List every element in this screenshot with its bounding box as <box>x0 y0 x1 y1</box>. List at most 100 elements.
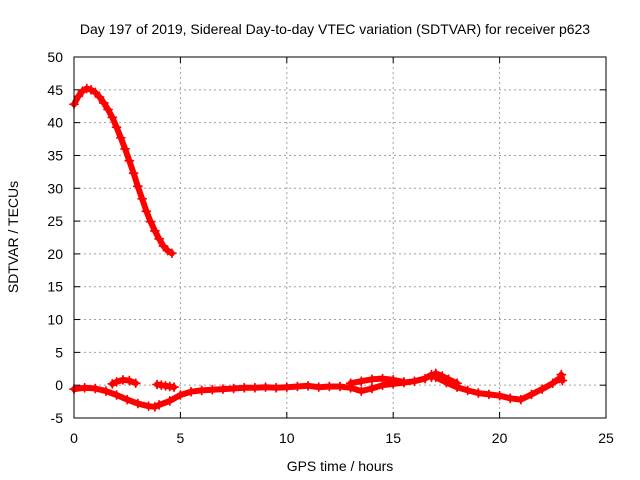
data-point <box>398 377 409 387</box>
data-point <box>175 390 186 400</box>
y-tick-label: 25 <box>47 213 63 229</box>
data-point <box>101 386 111 396</box>
data-point <box>239 382 250 393</box>
data-point <box>271 382 282 393</box>
data-point <box>367 383 377 394</box>
data-point <box>324 381 335 392</box>
data-point <box>137 193 147 204</box>
data-point <box>115 132 126 143</box>
data-point <box>124 155 135 166</box>
x-tick-label: 15 <box>385 430 401 446</box>
series-early-high-trace <box>69 83 177 259</box>
data-point <box>260 382 271 393</box>
data-point <box>90 383 101 394</box>
data-point <box>196 385 207 396</box>
y-tick-label: 45 <box>47 82 63 98</box>
y-tick-label: 30 <box>47 180 63 196</box>
data-point <box>473 388 484 398</box>
data-point <box>452 378 462 389</box>
data-point <box>526 389 537 400</box>
data-point <box>228 383 239 394</box>
data-point <box>141 206 152 217</box>
data-point <box>207 384 218 395</box>
y-tick-label: 35 <box>47 147 63 163</box>
data-point <box>515 394 526 405</box>
data-point <box>158 241 169 251</box>
data-point <box>164 396 175 406</box>
data-point <box>443 374 454 385</box>
y-tick-label: 0 <box>55 377 63 393</box>
data-point <box>124 375 135 386</box>
data-point <box>98 98 109 108</box>
data-point <box>111 122 122 133</box>
data-point <box>169 382 179 393</box>
y-tick-label: 50 <box>47 49 63 65</box>
data-point <box>130 378 141 389</box>
data-point <box>356 386 367 396</box>
data-point <box>111 390 122 400</box>
data-point <box>420 373 431 384</box>
series-evening-upper-trace <box>426 368 462 389</box>
data-point <box>547 378 558 389</box>
data-point <box>426 372 437 383</box>
data-point <box>437 371 448 381</box>
data-point <box>107 112 118 123</box>
plot-frame <box>73 56 607 419</box>
y-tick-label: 10 <box>47 312 63 328</box>
series-short-flat-trace <box>152 379 179 393</box>
data-point <box>409 376 420 387</box>
data-point <box>388 375 399 385</box>
data-point <box>145 216 156 227</box>
series-line <box>71 371 563 410</box>
data-point <box>90 87 101 98</box>
series-late-end-points <box>556 369 568 386</box>
data-point <box>292 381 303 392</box>
data-point <box>313 382 324 393</box>
data-point <box>122 394 133 405</box>
series-line <box>71 85 175 257</box>
data-point <box>132 398 143 409</box>
x-tick-label: 10 <box>279 430 295 446</box>
data-point <box>120 143 130 154</box>
data-series <box>69 83 568 412</box>
y-tick-label: -5 <box>51 410 64 426</box>
data-point <box>505 393 516 404</box>
data-point <box>73 91 84 102</box>
x-tick-label: 20 <box>492 430 508 446</box>
series-short-upper-trace <box>107 375 141 389</box>
data-point <box>79 382 90 393</box>
data-point <box>103 104 113 115</box>
x-axis-label: GPS time / hours <box>287 458 394 474</box>
data-point <box>345 378 356 389</box>
x-tick-label: 25 <box>598 430 614 446</box>
data-point <box>494 390 505 401</box>
data-point <box>367 374 377 385</box>
chart-title: Day 197 of 2019, Sidereal Day-to-day VTE… <box>80 21 590 37</box>
data-point <box>281 382 292 393</box>
data-point <box>356 376 367 387</box>
data-point <box>186 386 196 397</box>
series-midday-upper-trace <box>345 373 409 389</box>
data-point <box>154 233 165 244</box>
data-point <box>484 389 494 400</box>
data-point <box>303 380 313 391</box>
data-point <box>377 373 388 384</box>
data-point <box>154 399 165 410</box>
series-main-trace <box>69 369 565 412</box>
x-tick-label: 0 <box>70 430 78 446</box>
data-point <box>335 381 345 392</box>
data-point <box>149 226 160 236</box>
data-point <box>462 385 473 396</box>
y-tick-label: 5 <box>55 344 63 360</box>
y-tick-label: 40 <box>47 115 63 131</box>
data-point <box>94 92 105 102</box>
data-point <box>111 377 122 387</box>
data-point <box>537 384 548 395</box>
data-point <box>249 382 260 393</box>
data-point <box>218 384 228 395</box>
y-axis-label: SDTVAR / TECUs <box>5 181 21 293</box>
data-point <box>166 248 177 259</box>
y-tick-label: 20 <box>47 246 63 262</box>
x-tick-label: 5 <box>177 430 185 446</box>
